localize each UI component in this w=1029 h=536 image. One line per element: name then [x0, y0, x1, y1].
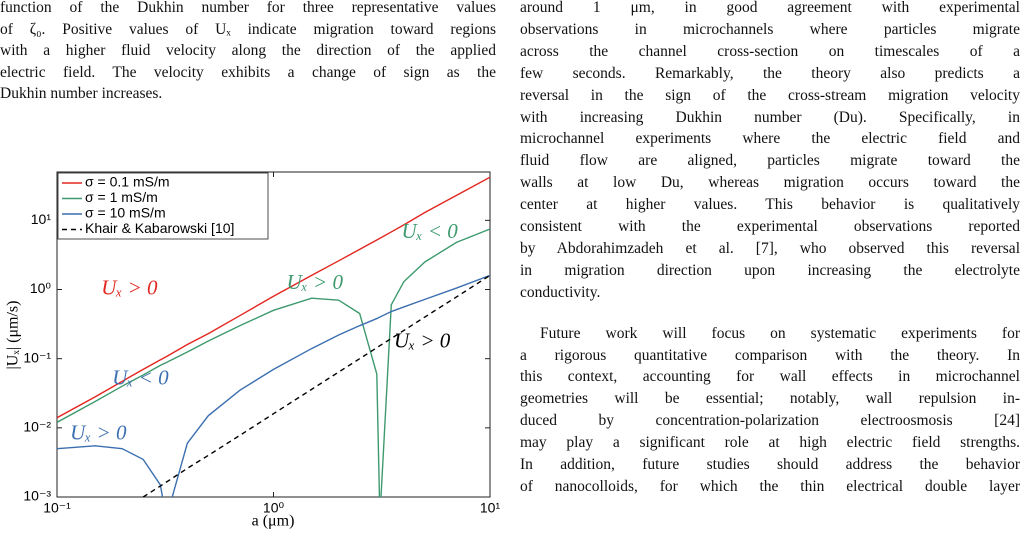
x-tick-label: 10⁻¹ — [43, 500, 71, 516]
text-line: Future work will focus on systematic exp… — [540, 324, 1020, 342]
text-line: consistent with the experimental observa… — [520, 218, 1020, 235]
x-axis-label: a (μm) — [252, 513, 295, 530]
text-line: by Abdorahimzadeh et al. [7], who observ… — [520, 239, 1020, 257]
text-line: Dukhin number increases. — [0, 85, 163, 102]
text-line: walls at low Du, whereas migration occur… — [520, 174, 1020, 192]
annotation: Uₓ > 0 — [394, 329, 451, 353]
text-line: observations in microchannels where part… — [520, 20, 1020, 38]
y-tick-label: 10⁻² — [23, 419, 51, 435]
text-line: few seconds. Remarkably, the theory also… — [520, 64, 1020, 82]
plot-area — [57, 176, 490, 497]
x-tick-label: 10¹ — [480, 500, 501, 516]
text-line: reversal in the sign of the cross-stream… — [520, 86, 1020, 104]
text-line: fluid flow are aligned, particles migrat… — [520, 152, 1020, 170]
text-line: across the channel cross-section on time… — [520, 42, 1020, 60]
legend-label: Khair & Kabarowski [10] — [85, 220, 234, 236]
legend-label: σ = 0.1 mS/m — [85, 174, 170, 190]
series-line — [142, 274, 490, 497]
x-tick-label: 10⁰ — [263, 500, 285, 516]
text-line: duced by concentration-polarization elec… — [520, 412, 1020, 430]
text-line: of nanocolloids, for which the thin elec… — [520, 477, 1020, 495]
text-line: electric field. The velocity exhibits a … — [0, 63, 496, 81]
text-line: conductivity. — [520, 283, 601, 301]
text-line: function of the Dukhin number for three … — [0, 0, 496, 16]
y-tick-label: 10⁻¹ — [23, 349, 51, 365]
text-line: in migration direction upon increasing t… — [520, 261, 1020, 279]
legend-box — [57, 172, 269, 240]
text-line: of ζ₀. Positive values of Uₓ indicate mi… — [0, 20, 496, 38]
annotation: Uₓ > 0 — [101, 275, 158, 299]
text-line: with increasing Dukhin number (Du). Spec… — [520, 108, 1020, 126]
annotation: Uₓ < 0 — [112, 365, 169, 389]
text-line: microchannel experiments where the elect… — [520, 130, 1020, 148]
annotation: Uₓ > 0 — [287, 270, 344, 294]
text-line: with a higher fluid velocity along the d… — [0, 42, 496, 59]
y-tick-label: 10⁰ — [30, 280, 52, 296]
legend-label: σ = 10 mS/m — [85, 205, 166, 221]
y-tick-label: 10¹ — [31, 211, 52, 227]
text-line: a rigorous quantitative comparison with … — [520, 346, 1020, 364]
legend-label: σ = 1 mS/m — [85, 189, 158, 205]
annotation: Uₓ < 0 — [401, 219, 458, 243]
text-line: may play a significant role at high elec… — [520, 434, 1020, 452]
text-line: center at higher values. This behavior i… — [520, 196, 1020, 214]
series-line — [57, 228, 490, 497]
series-line — [57, 274, 490, 497]
y-tick-label: 10⁻³ — [23, 488, 51, 504]
text-line: In addition, future studies should addre… — [520, 456, 1020, 473]
y-axis-label: |Uₓ| (μm/s) — [5, 301, 22, 370]
series-line — [57, 176, 490, 419]
text-line: this context, accounting for wall effect… — [520, 368, 1020, 386]
text-line: around 1 μm, in good agreement with expe… — [520, 0, 1020, 16]
annotation: Uₓ > 0 — [70, 420, 127, 444]
text-line: geometries will be essential; notably, w… — [520, 390, 1020, 408]
